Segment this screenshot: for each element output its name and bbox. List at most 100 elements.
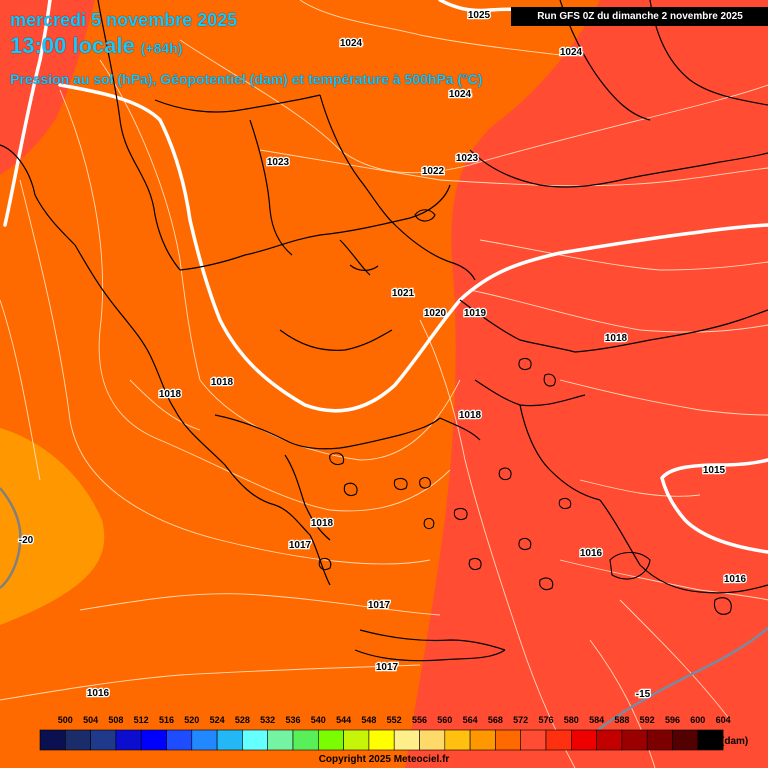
legend-tick-label: 552 bbox=[387, 715, 402, 725]
isobar-label: 1015 bbox=[703, 465, 726, 476]
isobar-label: 1018 bbox=[605, 333, 628, 344]
forecast-time: 13:00 locale (+84h) bbox=[10, 33, 182, 59]
isobar-label: 1024 bbox=[449, 89, 472, 100]
legend-tick-label: 564 bbox=[463, 715, 478, 725]
legend-tick-label: 524 bbox=[210, 715, 225, 725]
geopotential-zone-576-east bbox=[405, 0, 768, 768]
legend-swatch bbox=[65, 729, 91, 751]
isobar-label: 1019 bbox=[464, 308, 487, 319]
legend-swatch bbox=[368, 729, 395, 751]
legend-swatch bbox=[166, 729, 193, 751]
pressure-labels: 1025 1024 1024 1024 1023 1023 1022 1021 1020 1019… bbox=[86, 9, 748, 701]
copyright: Copyright 2025 Meteociel.fr bbox=[318, 754, 450, 765]
forecast-step: (+84h) bbox=[140, 40, 183, 56]
geopotential-contour-576-nw bbox=[3, 0, 52, 227]
legend-tick-label: 600 bbox=[690, 715, 705, 725]
isotherm-minus20 bbox=[0, 487, 22, 589]
legend-swatch bbox=[697, 729, 724, 751]
isobar-label: 1021 bbox=[392, 288, 415, 299]
isobar-label: 1024 bbox=[340, 38, 363, 49]
isobar-label: 1016 bbox=[580, 548, 603, 559]
isotherm-minus15 bbox=[597, 627, 768, 731]
legend-swatch bbox=[495, 729, 521, 751]
forecast-date: mercredi 5 novembre 2025 bbox=[10, 10, 238, 30]
legend-swatch bbox=[596, 729, 623, 751]
legend-tick-label: 520 bbox=[184, 715, 199, 725]
legend-swatch bbox=[672, 729, 699, 751]
isobar-label: 1018 bbox=[311, 518, 334, 529]
legend-swatch bbox=[140, 729, 167, 751]
legend-tick-label: 544 bbox=[336, 715, 351, 725]
forecast-time-text: 13:00 locale bbox=[10, 33, 135, 58]
isobar-label: 1018 bbox=[459, 410, 482, 421]
legend-colorbar: 500 504 508 512 516 520 524 528 532 536 540 544 548 5… bbox=[39, 715, 731, 751]
isobar-label: 1016 bbox=[724, 574, 747, 585]
legend-tick-label: 556 bbox=[412, 715, 427, 725]
legend-swatch bbox=[621, 729, 648, 751]
legend-swatch bbox=[419, 729, 446, 751]
isobar-label: 1017 bbox=[368, 600, 391, 611]
geopotential-contour-576-east bbox=[660, 458, 768, 554]
legend-tick-label: 572 bbox=[513, 715, 528, 725]
legend-tick-label: 548 bbox=[361, 715, 376, 725]
isobar-label: 1022 bbox=[422, 166, 445, 177]
isobar-label: 1017 bbox=[376, 662, 399, 673]
legend-swatch bbox=[393, 729, 420, 751]
map-fields-title: Pression au sol (hPa), Géopotentiel (dam… bbox=[10, 71, 483, 87]
legend-swatch bbox=[39, 729, 66, 751]
legend-tick-label: 512 bbox=[134, 715, 149, 725]
legend-tick-label: 584 bbox=[589, 715, 604, 725]
isobar-label: 1025 bbox=[468, 10, 491, 21]
legend-swatch bbox=[216, 729, 243, 751]
legend-swatch bbox=[520, 729, 547, 751]
isobar-label: 1017 bbox=[289, 540, 312, 551]
legend-tick-label: 560 bbox=[437, 715, 452, 725]
legend-swatch bbox=[267, 729, 294, 751]
legend-swatch bbox=[545, 729, 572, 751]
isobar-label: 1016 bbox=[87, 688, 110, 699]
legend-tick-label: 516 bbox=[159, 715, 174, 725]
legend-swatch bbox=[317, 729, 344, 751]
legend-swatch bbox=[343, 729, 370, 751]
legend-swatch bbox=[191, 729, 218, 751]
isotherm-label: -20 bbox=[19, 535, 34, 546]
legend-swatch bbox=[90, 729, 117, 751]
legend-swatch bbox=[292, 729, 319, 751]
legend-tick-label: 536 bbox=[285, 715, 300, 725]
legend-unit: (dam) bbox=[721, 736, 749, 747]
legend-tick-label: 588 bbox=[614, 715, 629, 725]
isobar-label: 1023 bbox=[456, 153, 479, 164]
legend-swatch bbox=[469, 729, 496, 751]
legend-tick-label: 500 bbox=[58, 715, 73, 725]
geopotential-zone-568-west bbox=[0, 428, 105, 625]
isobar-label: 1020 bbox=[424, 308, 447, 319]
legend-tick-label: 540 bbox=[311, 715, 326, 725]
isobar-label: 1024 bbox=[560, 47, 583, 58]
isobar-label: 1018 bbox=[211, 377, 234, 388]
legend-tick-label: 508 bbox=[108, 715, 123, 725]
legend-swatch bbox=[242, 729, 268, 751]
legend-tick-label: 532 bbox=[260, 715, 275, 725]
isotherm-label: -15 bbox=[636, 689, 651, 700]
isobar-label: 1023 bbox=[267, 157, 290, 168]
legend-tick-label: 596 bbox=[665, 715, 680, 725]
temperature-labels: -20 -15 bbox=[17, 534, 651, 702]
legend-tick-label: 592 bbox=[640, 715, 655, 725]
geopotential-contour-576 bbox=[58, 83, 768, 413]
legend-swatch bbox=[115, 729, 142, 751]
legend-tick-label: 580 bbox=[564, 715, 579, 725]
islands bbox=[318, 209, 732, 615]
legend-tick-label: 604 bbox=[716, 715, 731, 725]
legend-tick-label: 528 bbox=[235, 715, 250, 725]
coastlines-borders bbox=[0, 0, 768, 662]
run-info-box: Run GFS 0Z du dimanche 2 novembre 2025 bbox=[511, 7, 768, 26]
legend-swatch bbox=[646, 729, 673, 751]
legend-swatch bbox=[444, 729, 471, 751]
legend-tick-label: 576 bbox=[538, 715, 553, 725]
isobar-label: 1018 bbox=[159, 389, 182, 400]
legend-tick-label: 504 bbox=[83, 715, 98, 725]
legend-swatch bbox=[570, 729, 597, 751]
legend-tick-label: 568 bbox=[488, 715, 503, 725]
